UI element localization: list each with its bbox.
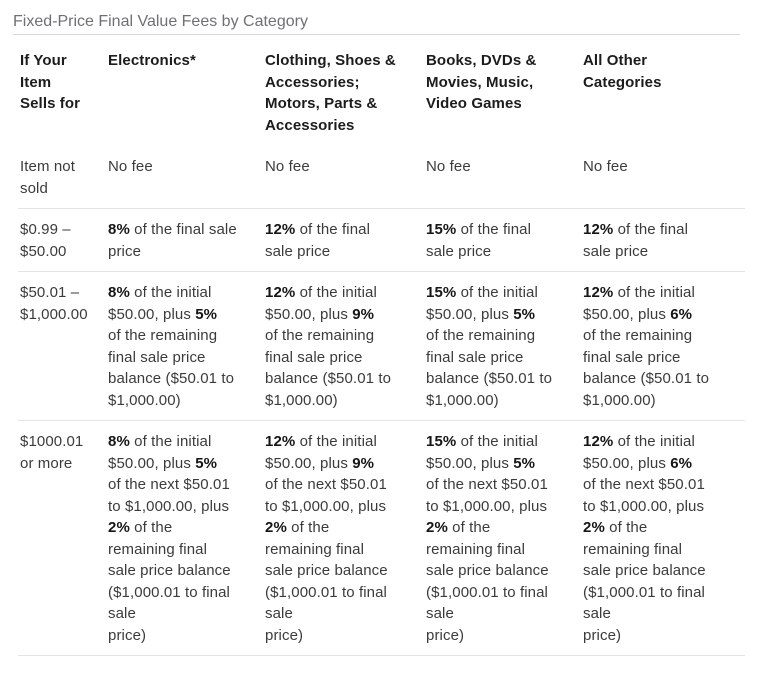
fee-text: of the remaining final sale price balanc… [265,327,392,409]
fee-percent: 12% [265,221,296,238]
fee-cell: 12% of the initial $50.00, plus 6% of th… [583,282,745,411]
fee-table: If Your Item Sells for Electronics* Clothi… [18,35,745,656]
table-body: Item not sold No fee No fee No fee No fee $0.… [18,146,745,656]
price-range-cell: $50.01 – $1,000.00 [20,284,88,323]
fee-text: of the final sale price [265,221,371,260]
fee-text: of the remaining final sale price balanc… [583,327,710,409]
fee-text: of the next $50.01 to $1,000.00, plus [583,476,705,515]
fee-percent: 6% [670,305,693,323]
fee-text: of the initial $50.00, plus [265,433,377,472]
fee-percent: 15% [426,284,457,301]
fee-cell: 15% of the initial $50.00, plus 5% of th… [426,431,583,646]
fee-percent: 8% [108,284,130,301]
title-divider [13,34,740,35]
header-cell: If Your Item Sells for [20,52,81,112]
header-cell: Books, DVDs & Movies, Music, Video Games [426,52,537,112]
fee-percent: 15% [426,433,457,450]
fee-cell: 12% of the final sale price [583,219,745,262]
fee-cell: 8% of the initial $50.00, plus 5% of the… [108,431,265,646]
fee-cell: 12% of the final sale price [265,219,426,262]
price-range-cell: $1000.01 or more [20,433,84,472]
fee-text: of the initial $50.00, plus [265,284,377,323]
fee-cell: 15% of the final sale price [426,219,583,262]
fee-percent: 5% [195,305,218,323]
fee-schedule-page: Fixed-Price Final Value Fees by Category… [0,11,764,683]
fee-percent: 9% [352,305,375,323]
header-cell: Clothing, Shoes & Accessories; Motors, P… [265,52,396,134]
table-header-row: If Your Item Sells for Electronics* Clothi… [18,35,745,146]
fee-cell: No fee [426,156,583,199]
fee-cell: 8% of the final sale price [108,219,265,262]
fee-text: of the remaining final sale price balanc… [426,327,553,409]
fee-percent: 12% [583,284,614,301]
header-cell: Electronics* [108,52,196,69]
fee-text: of the initial $50.00, plus [108,433,212,472]
fee-text: of the initial $50.00, plus [108,284,212,323]
fee-percent: 2% [426,519,448,536]
fee-text: No fee [108,158,153,175]
fee-text: of the final sale price [426,221,532,260]
fee-text: of the next $50.01 to $1,000.00, plus [426,476,548,515]
fee-cell: 12% of the initial $50.00, plus 9% of th… [265,431,426,646]
fee-percent: 12% [583,433,614,450]
fee-text: of the initial $50.00, plus [583,433,695,472]
fee-percent: 8% [108,433,130,450]
fee-cell: No fee [108,156,265,199]
fee-cell: No fee [265,156,426,199]
fee-text: of the next $50.01 to $1,000.00, plus [108,476,230,515]
fee-percent: 2% [108,519,130,536]
fee-text: of the final sale price [108,221,237,260]
table-row: Item not sold No fee No fee No fee No fee [18,146,745,209]
fee-percent: 8% [108,221,130,238]
table-row: $1000.01 or more 8% of the initial $50.00… [18,421,745,656]
fee-text: No fee [426,158,471,175]
fee-text: of the initial $50.00, plus [426,433,538,472]
fee-text: of the remaining final sale price balanc… [583,519,706,644]
fee-percent: 9% [352,454,375,472]
fee-text: of the next $50.01 to $1,000.00, plus [265,476,387,515]
fee-text: of the initial $50.00, plus [583,284,695,323]
fee-text: of the remaining final sale price balanc… [265,519,388,644]
fee-text: of the final sale price [583,221,689,260]
fee-text: No fee [265,158,310,175]
fee-percent: 2% [265,519,287,536]
page-title: Fixed-Price Final Value Fees by Category [13,13,308,30]
fee-text: of the remaining final sale price balanc… [108,327,235,409]
fee-cell: 12% of the initial $50.00, plus 6% of th… [583,431,745,646]
table-row: $50.01 – $1,000.00 8% of the initial $50.… [18,272,745,421]
fee-percent: 5% [513,454,536,472]
price-range-cell: $0.99 – $50.00 [20,221,71,260]
fee-percent: 15% [426,221,457,238]
table-row: $0.99 – $50.00 8% of the final sale price… [18,209,745,272]
fee-percent: 5% [195,454,218,472]
fee-cell: No fee [583,156,745,199]
fee-cell: 8% of the initial $50.00, plus 5% of the… [108,282,265,411]
fee-percent: 12% [265,433,296,450]
price-range-cell: Item not sold [20,158,75,197]
fee-cell: 15% of the initial $50.00, plus 5% of th… [426,282,583,411]
fee-text: of the initial $50.00, plus [426,284,538,323]
fee-percent: 6% [670,454,693,472]
fee-cell: 12% of the initial $50.00, plus 9% of th… [265,282,426,411]
fee-percent: 12% [583,221,614,238]
fee-percent: 2% [583,519,605,536]
header-cell: All Other Categories [583,52,662,91]
fee-percent: 5% [513,305,536,323]
fee-text: No fee [583,158,628,175]
fee-percent: 12% [265,284,296,301]
fee-text: of the remaining final sale price balanc… [108,519,231,644]
fee-text: of the remaining final sale price balanc… [426,519,549,644]
